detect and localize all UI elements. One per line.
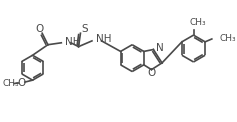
Text: O: O: [35, 24, 43, 34]
Text: CH₃: CH₃: [2, 80, 19, 88]
Text: NH: NH: [96, 34, 111, 44]
Text: NH: NH: [65, 37, 81, 47]
Text: N: N: [156, 43, 164, 53]
Text: S: S: [81, 24, 88, 34]
Text: O: O: [147, 68, 156, 78]
Text: CH₃: CH₃: [189, 18, 206, 27]
Text: O: O: [17, 78, 25, 88]
Text: CH₃: CH₃: [219, 35, 236, 43]
